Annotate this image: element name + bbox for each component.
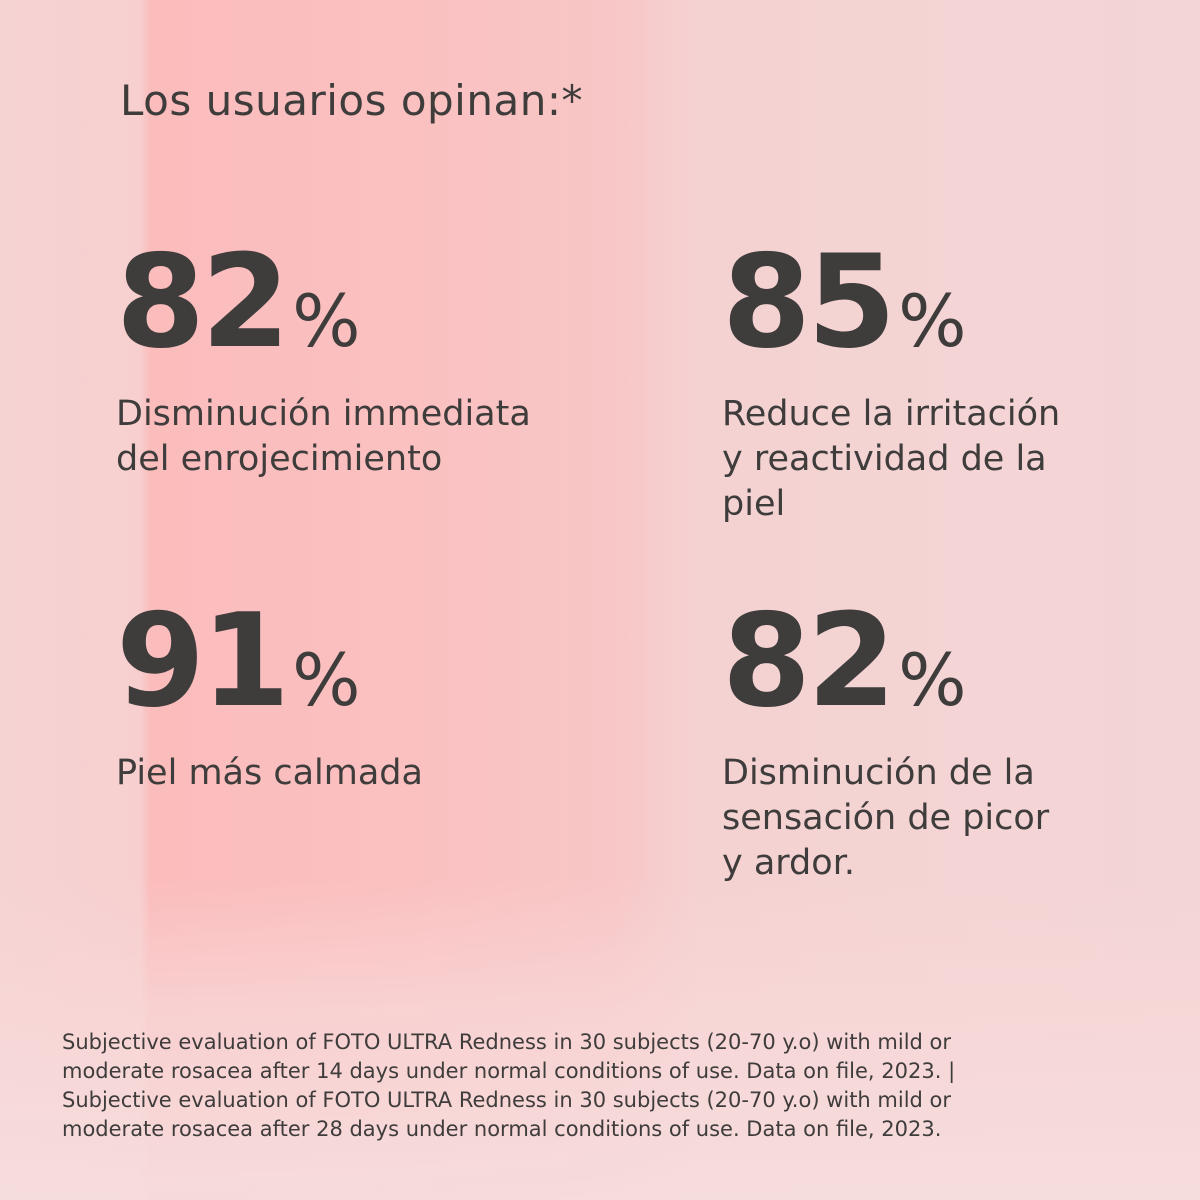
stat: 91% Piel más calmada — [116, 597, 423, 796]
stat-label: Reduce la irritación y reactividad de la p… — [722, 392, 1060, 527]
stat-label: Disminución de la sensación de picor y ard… — [722, 751, 1049, 886]
stat-number: 91% — [116, 597, 423, 745]
stat-unit: % — [898, 279, 967, 363]
stat-label-line: sensación de picor — [722, 798, 1050, 838]
stat-value: 91 — [116, 587, 290, 736]
stat-label: Disminución immediata del enrojecimiento — [116, 392, 531, 482]
background-fade — [0, 880, 1200, 1200]
stat-number: 82% — [116, 238, 531, 386]
stat-label-line: Piel más calmada — [116, 753, 423, 793]
stat-value: 85 — [722, 228, 896, 377]
stat-value: 82 — [116, 228, 290, 377]
stat: 82% Disminución de la sensación de picor y … — [722, 597, 1049, 886]
stat: 82% Disminución immediata del enrojecimien… — [116, 238, 531, 482]
footnote-line: moderate rosacea after 28 days under nor… — [62, 1117, 942, 1141]
stat-label-line: piel — [722, 484, 786, 524]
title: Los usuarios opinan:* — [120, 76, 583, 125]
stat-label-line: del enrojecimiento — [116, 439, 443, 479]
stat-unit: % — [898, 638, 967, 722]
stat-label-line: y reactividad de la — [722, 439, 1047, 479]
footnote-line: Subjective evaluation of FOTO ULTRA Redn… — [62, 1030, 952, 1054]
stat-label-line: y ardor. — [722, 843, 855, 883]
stat-unit: % — [292, 638, 361, 722]
stat-label-line: Disminución de la — [722, 753, 1035, 793]
stat-number: 82% — [722, 597, 1049, 745]
footnote: Subjective evaluation of FOTO ULTRA Redn… — [62, 1028, 955, 1144]
stat-label-line: Reduce la irritación — [722, 394, 1061, 434]
footnote-line: Subjective evaluation of FOTO ULTRA Redn… — [62, 1088, 952, 1112]
stat-label: Piel más calmada — [116, 751, 423, 796]
stat-unit: % — [292, 279, 361, 363]
stat-value: 82 — [722, 587, 896, 736]
stat: 85% Reduce la irritación y reactividad de … — [722, 238, 1060, 527]
stat-label-line: Disminución immediata — [116, 394, 531, 434]
stat-number: 85% — [722, 238, 1060, 386]
footnote-line: moderate rosacea after 14 days under nor… — [62, 1059, 956, 1083]
